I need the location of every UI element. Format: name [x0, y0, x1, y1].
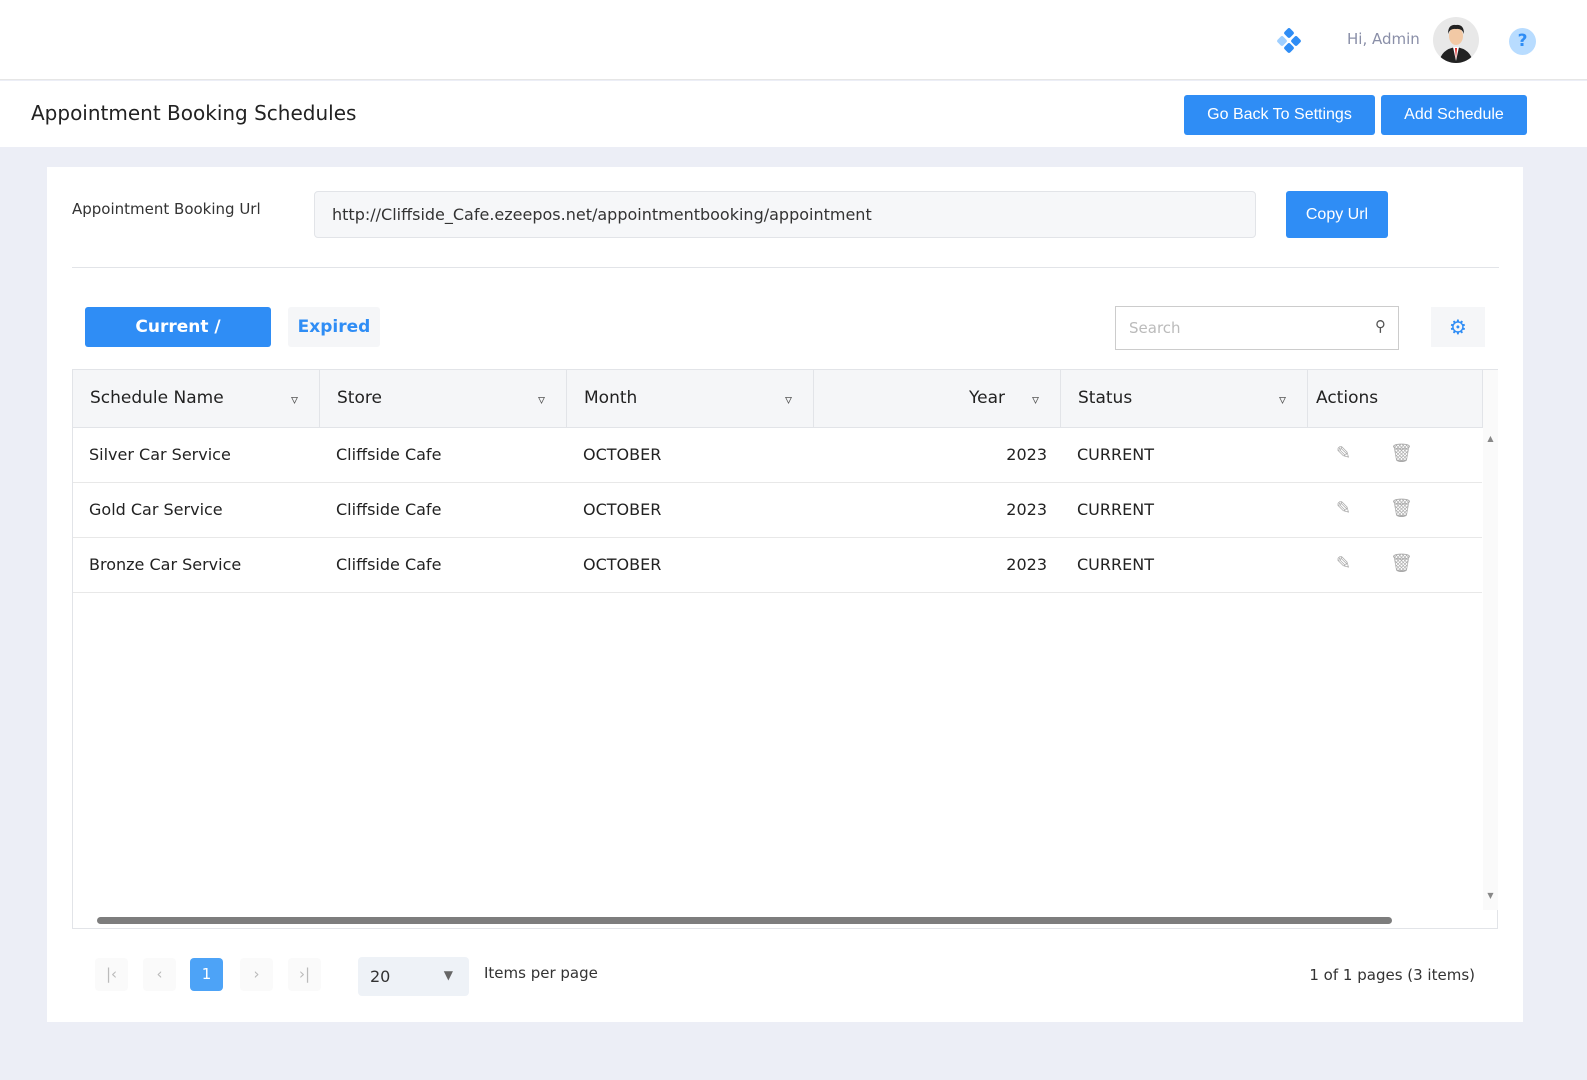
filter-icon[interactable]: ▿	[785, 392, 793, 408]
logo-icon	[1277, 28, 1301, 53]
page-1-button[interactable]: 1	[190, 958, 223, 991]
tab-current-upcoming[interactable]: Current / Upcoming	[85, 307, 271, 377]
cell-store: Cliffside Cafe	[336, 500, 442, 519]
page-title: Appointment Booking Schedules	[31, 101, 357, 125]
column-header-schedule-name[interactable]: Schedule Name ▿	[73, 370, 320, 428]
vertical-scrollbar[interactable]: ▲ ▼	[1483, 370, 1498, 910]
cell-status: CURRENT	[1077, 445, 1154, 464]
settings-gear-icon[interactable]: ⚙	[1431, 307, 1485, 347]
edit-icon[interactable]: ✎	[1336, 553, 1352, 574]
pager-info: 1 of 1 pages (3 items)	[1309, 966, 1475, 984]
cell-month: OCTOBER	[583, 500, 662, 519]
filter-icon[interactable]: ▿	[291, 392, 299, 408]
cell-year: 2023	[1006, 500, 1047, 519]
chevron-down-icon: ▼	[443, 968, 453, 982]
last-page-button[interactable]: ›|	[288, 958, 321, 991]
cell-store: Cliffside Cafe	[336, 555, 442, 574]
copy-url-button[interactable]: Copy Url	[1286, 191, 1388, 238]
delete-icon[interactable]: 🗑	[1390, 443, 1413, 464]
booking-url-field[interactable]: http://Cliffside_Cafe.ezeepos.net/appoin…	[314, 191, 1256, 238]
go-back-to-settings-button[interactable]: Go Back To Settings	[1184, 95, 1375, 135]
search-placeholder: Search	[1129, 319, 1181, 337]
greeting: Hi, Admin	[1347, 30, 1420, 48]
next-page-button[interactable]: ›	[240, 958, 273, 991]
prev-page-button[interactable]: ‹	[143, 958, 176, 991]
cell-month: OCTOBER	[583, 445, 662, 464]
help-icon[interactable]: ?	[1509, 28, 1536, 55]
edit-icon[interactable]: ✎	[1336, 443, 1352, 464]
horizontal-scrollbar[interactable]	[97, 917, 1392, 924]
cell-status: CURRENT	[1077, 500, 1154, 519]
top-bar	[0, 0, 1587, 80]
cell-year: 2023	[1006, 445, 1047, 464]
table-row[interactable]: Gold Car Service Cliffside Cafe OCTOBER …	[73, 483, 1482, 538]
schedules-grid: Schedule Name ▿ Store ▿ Month ▿ Year ▿ Statu…	[72, 369, 1498, 929]
edit-icon[interactable]: ✎	[1336, 498, 1352, 519]
filter-icon[interactable]: ▿	[1279, 392, 1287, 408]
column-header-month[interactable]: Month ▿	[567, 370, 814, 428]
table-row[interactable]: Bronze Car Service Cliffside Cafe OCTOBE…	[73, 538, 1482, 593]
column-header-actions: Actions	[1308, 370, 1483, 428]
page-size-select[interactable]: 20 ▼	[358, 957, 469, 996]
cell-schedule-name: Silver Car Service	[89, 445, 231, 464]
cell-schedule-name: Bronze Car Service	[89, 555, 242, 574]
avatar[interactable]	[1433, 17, 1479, 63]
first-page-button[interactable]: |‹	[95, 958, 128, 991]
delete-icon[interactable]: 🗑	[1390, 553, 1413, 574]
delete-icon[interactable]: 🗑	[1390, 498, 1413, 519]
cell-month: OCTOBER	[583, 555, 662, 574]
column-header-year[interactable]: Year ▿	[814, 370, 1061, 428]
items-per-page-label: Items per page	[484, 964, 598, 982]
tab-expired[interactable]: Expired	[288, 307, 380, 347]
column-header-status[interactable]: Status ▿	[1061, 370, 1308, 428]
cell-schedule-name: Gold Car Service	[89, 500, 223, 519]
filter-icon[interactable]: ▿	[1032, 392, 1040, 408]
add-schedule-button[interactable]: Add Schedule	[1381, 95, 1527, 135]
search-icon: ⚲	[1375, 317, 1386, 335]
column-header-store[interactable]: Store ▿	[320, 370, 567, 428]
filter-icon[interactable]: ▿	[538, 392, 546, 408]
cell-status: CURRENT	[1077, 555, 1154, 574]
cell-year: 2023	[1006, 555, 1047, 574]
table-row[interactable]: Silver Car Service Cliffside Cafe OCTOBE…	[73, 428, 1482, 483]
cell-store: Cliffside Cafe	[336, 445, 442, 464]
divider	[72, 267, 1499, 268]
booking-url-label: Appointment Booking Url	[72, 200, 261, 218]
search-input[interactable]: Search ⚲	[1115, 306, 1399, 350]
